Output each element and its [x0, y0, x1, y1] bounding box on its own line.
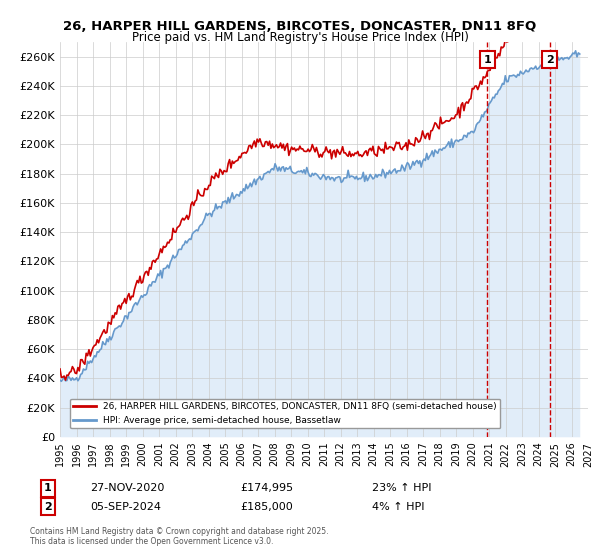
Text: 05-SEP-2024: 05-SEP-2024	[90, 502, 161, 512]
Text: £174,995: £174,995	[240, 483, 293, 493]
Text: 1: 1	[44, 483, 52, 493]
Text: 2: 2	[545, 54, 553, 64]
Legend: 26, HARPER HILL GARDENS, BIRCOTES, DONCASTER, DN11 8FQ (semi-detached house), HP: 26, HARPER HILL GARDENS, BIRCOTES, DONCA…	[70, 399, 500, 428]
Text: 26, HARPER HILL GARDENS, BIRCOTES, DONCASTER, DN11 8FQ: 26, HARPER HILL GARDENS, BIRCOTES, DONCA…	[64, 20, 536, 32]
Text: 27-NOV-2020: 27-NOV-2020	[90, 483, 164, 493]
Text: 2: 2	[44, 502, 52, 512]
Text: Price paid vs. HM Land Registry's House Price Index (HPI): Price paid vs. HM Land Registry's House …	[131, 31, 469, 44]
Text: 4% ↑ HPI: 4% ↑ HPI	[372, 502, 425, 512]
Text: 23% ↑ HPI: 23% ↑ HPI	[372, 483, 431, 493]
Text: £185,000: £185,000	[240, 502, 293, 512]
Text: 1: 1	[484, 54, 491, 64]
Text: Contains HM Land Registry data © Crown copyright and database right 2025.
This d: Contains HM Land Registry data © Crown c…	[30, 526, 329, 546]
